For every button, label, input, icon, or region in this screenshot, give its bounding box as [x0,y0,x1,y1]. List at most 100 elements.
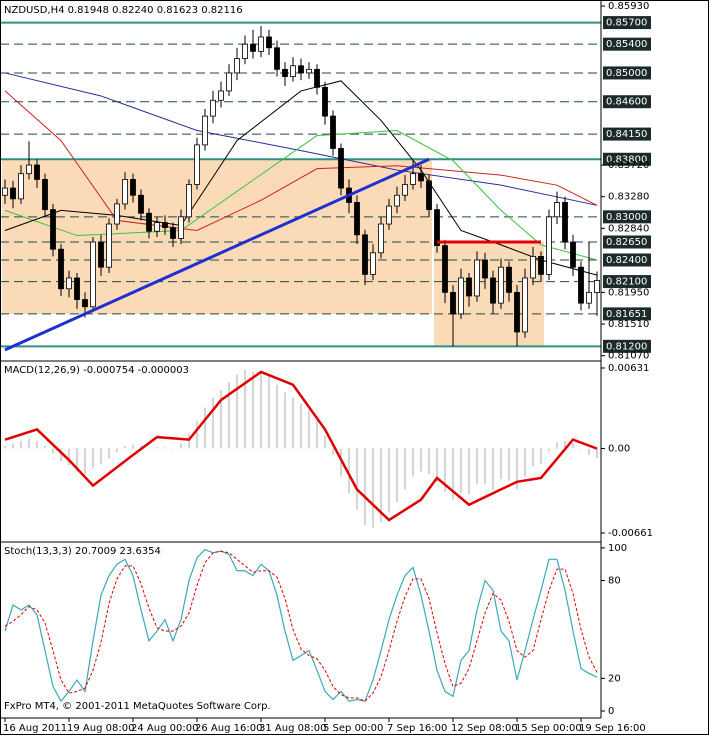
level-label: 0.82100 [606,277,647,288]
macd-bar [428,448,430,475]
candle-body [162,222,168,229]
candle-body [570,241,576,268]
candle-body [554,202,560,218]
candle-body [290,65,296,77]
macd-bar [292,397,294,449]
y-tick-label: 80 [608,576,621,587]
level-label: 0.84600 [606,97,647,108]
level-label: 0.81651 [606,309,647,320]
macd-bar [404,448,406,490]
macd-bar [348,448,350,494]
level-label-box [603,253,651,267]
candle-body [514,291,520,333]
candle-body [354,202,360,236]
macd-bar [268,374,270,449]
candle-body [530,256,536,279]
y-tick-label: 0 [608,706,614,717]
candle-body [490,277,496,304]
candle-body [458,277,464,315]
candle-body [578,266,584,304]
level-label: 0.82400 [606,255,647,266]
candle-body [338,148,344,189]
moving-average [4,90,598,232]
macd-bar [524,448,526,477]
macd-bar [164,447,166,449]
macd-bar [140,446,142,449]
level-label: 0.85000 [606,68,647,79]
macd-bar [52,448,54,454]
candle-body [426,180,432,211]
macd-bar [108,448,110,459]
candle-body [10,187,16,200]
macd-bar [68,448,70,466]
macd-bar [12,443,14,449]
level-label-box [603,210,651,224]
moving-average [4,129,598,261]
macd-bar [92,448,94,468]
macd-bar [172,448,174,450]
macd-bar [84,448,86,475]
candle-body [154,222,160,232]
candle-body [58,248,64,290]
level-label: 0.83000 [606,212,647,223]
macd-bar [132,444,134,449]
level-label-box [603,66,651,80]
candle-body [210,99,216,117]
candle-body [146,212,152,232]
y-tick-label: 100 [608,543,627,554]
macd-title: MACD(12,26,9) -0.000754 -0.000003 [4,365,189,376]
macd-bar [340,448,342,477]
macd-bar [100,448,102,464]
level-label-box [603,37,651,51]
candle-body [418,173,424,182]
macd-bar [44,446,46,449]
candle-body [314,68,320,88]
macd-bar [356,448,358,510]
candle-body [298,65,304,74]
candle-body [242,43,248,59]
macd-bar [156,447,158,449]
level-label-box [603,307,651,321]
y-tick-label: 0.81950 [608,287,649,298]
moving-average [4,72,598,206]
candle-body [50,209,56,250]
macd-bar [492,448,494,490]
y-tick-label: 0.85930 [608,1,649,12]
level-label-box [603,235,651,249]
candle-body [410,173,416,185]
macd-bar [252,371,254,449]
x-tick-label: 24 Aug 00:00 [131,723,198,734]
candle-body [42,179,48,211]
macd-bar [28,438,30,449]
macd-bar [508,448,510,481]
macd-bar [60,448,62,462]
level-label: 0.83800 [606,154,647,165]
x-tick-label: 15 Sep 00:00 [515,723,582,734]
macd-bar [180,443,182,449]
main-title: NZDUSD,H4 0.81948 0.82240 0.81623 0.8211… [4,5,243,16]
plot-layer: 0.85700 0.85400 0.85000 0.84600 0.84150 0.838… [0,1,653,734]
macd-bar [260,370,262,449]
candle-body [522,277,528,333]
macd-bar [444,448,446,492]
macd-bar [484,448,486,485]
y-tick-label: -0.00661 [608,528,653,539]
macd-bar [4,446,6,449]
candle-body [18,173,24,200]
macd-bar [220,389,222,449]
macd-bar [196,420,198,449]
macd-bar [396,448,398,503]
macd-bar [412,448,414,477]
candle-body [74,277,80,300]
level-label-box [603,16,651,30]
candle-body [2,187,8,196]
macd-bar [276,384,278,449]
candle-body [370,252,376,275]
level-label: 0.81200 [606,341,647,352]
candle-body [218,90,224,101]
candle-body [26,164,32,175]
macd-bar [564,440,566,449]
